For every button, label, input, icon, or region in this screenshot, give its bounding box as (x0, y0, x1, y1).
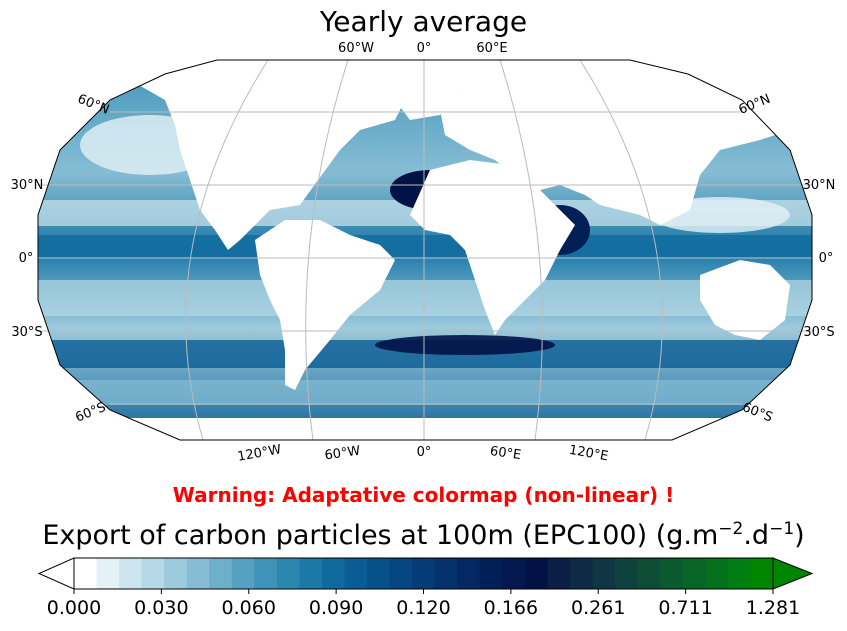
colorbar-segment (344, 558, 368, 589)
colorbar-segment (750, 558, 774, 589)
colorbar-tick-label: 0.030 (134, 597, 189, 619)
colorbar-segment (547, 558, 571, 589)
colorbar-segment (209, 558, 233, 589)
colorbar-title-mid: .d (743, 520, 770, 551)
lon-label-top-60w: 60°W (338, 41, 374, 56)
colorbar-segment (119, 558, 143, 589)
colorbar-segment (592, 558, 616, 589)
colorbar-segment (276, 558, 300, 589)
colorbar-segment (141, 558, 165, 589)
north-america (38, 60, 420, 250)
colorbar-segment (457, 558, 481, 589)
lon-label-bottom-60w: 60°W (324, 444, 362, 464)
lon-label-bottom-60e: 60°E (489, 444, 522, 463)
colorbar-segment (434, 558, 458, 589)
colorbar-segment (682, 558, 706, 589)
subtropical-band-south (38, 280, 812, 316)
colorbar-tick-label: 1.281 (745, 597, 801, 619)
south-atlantic-front (375, 335, 555, 355)
world-map: 60°W 0° 60°E 120°W 60°W 0° 60°E 120°E 60… (11, 41, 836, 465)
colorbar-segment (524, 558, 549, 589)
lon-label-top-0: 0° (417, 41, 432, 56)
map-field (38, 60, 812, 440)
colorbar-segment (570, 558, 594, 589)
map-boundary (37, 59, 813, 441)
colorbar-title-exp2: −1 (769, 519, 795, 539)
graticule (38, 59, 812, 441)
lat-label-left-0: 0° (19, 251, 34, 266)
colorbar-segment (164, 558, 188, 589)
colorbar-segment (299, 558, 323, 589)
meridian-60w (305, 59, 349, 441)
lat-label-left-30n: 30°N (11, 178, 44, 193)
lat-label-left-60s: 60°S (73, 400, 108, 426)
colorbar-segment (96, 558, 120, 589)
meridian-120e (579, 59, 663, 441)
colorbar-segment (389, 558, 413, 589)
colorbar-segment (479, 558, 503, 589)
colorbar-extend-min (37, 557, 75, 590)
colorbar-segment (74, 558, 98, 589)
lon-label-bottom-120e: 120°E (568, 443, 610, 465)
colorbar-title-main: Export of carbon particles at 100m (EPC1… (42, 520, 719, 551)
colorbar-tick-label: 0.261 (571, 597, 626, 619)
colorbar-segment (412, 558, 436, 589)
eurasia (440, 60, 812, 225)
antarctica (38, 418, 812, 440)
colorbar-segment (502, 558, 526, 589)
map-title: Yearly average (319, 5, 528, 38)
colorbar-title: Export of carbon particles at 100m (EPC1… (0, 519, 847, 551)
colorbar-tick-label: 0.090 (308, 597, 364, 619)
australia (700, 260, 790, 340)
colorbar-segment (231, 558, 255, 589)
south-america (255, 220, 395, 390)
colorbar-segment (705, 558, 729, 589)
lon-label-bottom-0: 0° (417, 445, 432, 460)
colorbar-tick-label: 0.060 (221, 597, 276, 619)
colorbar-tick-label: 0.000 (46, 597, 102, 619)
lat-label-right-60s: 60°S (740, 400, 775, 426)
lat-label-left-60n: 60°N (75, 92, 111, 118)
colorbar-extend-max (772, 557, 814, 590)
meridian-60e (499, 59, 543, 441)
lat-label-right-30n: 30°N (803, 178, 836, 193)
colorbar-tick-label: 0.711 (658, 597, 713, 619)
africa (410, 160, 575, 335)
colorbar-segment (254, 558, 278, 589)
lon-label-top-60e: 60°E (476, 41, 507, 56)
colorbar-segment (637, 558, 661, 589)
colorbar-segment (660, 558, 684, 589)
colorbar-segment (322, 558, 346, 589)
lon-label-bottom-120w: 120°W (236, 442, 282, 464)
lat-label-left-30s: 30°S (11, 325, 42, 340)
meridian-120w (185, 59, 269, 441)
colorbar-title-end: ) (794, 520, 805, 551)
colorbar-tick-label: 0.166 (483, 597, 539, 619)
colorbar-segment (615, 558, 639, 589)
colorbar (37, 557, 814, 594)
colorbar-title-exp1: −2 (718, 519, 744, 539)
lat-label-right-0: 0° (819, 251, 834, 266)
antarctic-band (38, 380, 812, 405)
colorbar-segment (727, 558, 751, 589)
warning-text: Warning: Adaptative colormap (non-linear… (172, 483, 675, 507)
lat-label-right-30s: 30°S (803, 325, 834, 340)
colorbar-tick-label: 0.120 (396, 597, 451, 619)
equatorial-band (38, 235, 812, 257)
colorbar-segment (186, 558, 210, 589)
colorbar-segment (367, 558, 391, 589)
